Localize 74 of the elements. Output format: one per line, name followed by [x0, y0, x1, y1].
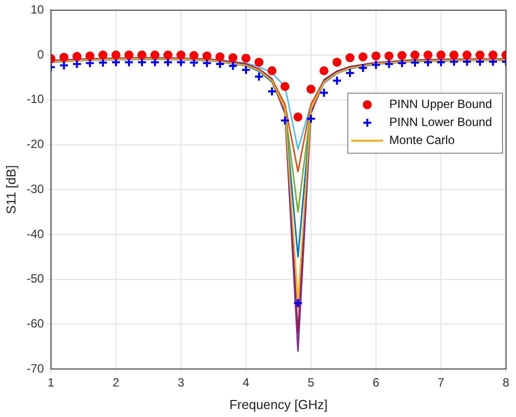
- point: [423, 50, 432, 60]
- point: [124, 50, 134, 60]
- point: [344, 68, 355, 78]
- y-tick-label: -10: [26, 92, 44, 106]
- point: [449, 50, 458, 60]
- point: [137, 50, 146, 60]
- point: [306, 114, 316, 124]
- y-tick-label: -20: [26, 137, 44, 152]
- point: [85, 51, 94, 60]
- x-tick-label: 3: [178, 376, 185, 390]
- x-axis-title: Frequency [GHz]: [229, 396, 328, 412]
- point: [358, 63, 368, 74]
- x-tick-label: 5: [308, 376, 315, 390]
- x-tick-label: 1: [48, 376, 55, 390]
- y-tick-label: -50: [26, 272, 44, 286]
- point: [292, 298, 303, 308]
- point: [396, 58, 407, 68]
- legend-label: PINN Upper Bound: [389, 97, 492, 112]
- point: [318, 88, 329, 98]
- x-tick-label: 8: [502, 376, 510, 390]
- point: [358, 52, 368, 62]
- point: [436, 50, 446, 60]
- x-tick-label: 4: [242, 376, 250, 390]
- point: [280, 116, 290, 126]
- point: [111, 50, 120, 60]
- x-tick-label: 7: [438, 376, 445, 390]
- point: [189, 51, 198, 60]
- point: [150, 50, 160, 60]
- point: [228, 60, 238, 71]
- point: [215, 52, 224, 62]
- point: [397, 51, 406, 60]
- point: [163, 50, 172, 60]
- point: [370, 60, 381, 70]
- y-axis-title: S11 [dB]: [3, 165, 18, 214]
- point: [228, 53, 238, 62]
- y-tick-label: -70: [26, 361, 44, 376]
- point: [384, 59, 394, 70]
- x-tick-label: 6: [372, 376, 380, 390]
- point: [319, 66, 328, 76]
- y-tick-label: -40: [26, 226, 44, 241]
- point: [410, 58, 420, 68]
- y-tick-label: 0: [37, 47, 44, 62]
- point: [254, 72, 264, 82]
- point: [462, 50, 472, 60]
- y-tick-label: -30: [26, 182, 44, 196]
- point: [306, 84, 316, 94]
- point: [371, 51, 380, 60]
- y-tick-label: -60: [26, 316, 44, 330]
- point: [488, 50, 498, 60]
- point: [254, 58, 264, 67]
- point: [293, 112, 302, 122]
- point: [176, 50, 186, 60]
- legend-label: PINN Lower Bound: [389, 115, 492, 130]
- point: [59, 52, 68, 62]
- y-tick-label: 10: [30, 2, 44, 17]
- point: [332, 76, 342, 86]
- point: [241, 54, 250, 63]
- point: [475, 50, 484, 60]
- legend-label: Monte Carlo: [389, 133, 455, 148]
- point: [280, 82, 290, 91]
- point: [345, 53, 354, 62]
- point: [332, 58, 342, 67]
- point: [98, 50, 108, 60]
- point: [72, 59, 82, 70]
- point: [384, 51, 394, 60]
- point: [58, 60, 69, 70]
- point: [98, 58, 108, 68]
- x-tick-label: 2: [112, 376, 120, 390]
- point: [72, 52, 82, 61]
- point: [266, 86, 277, 96]
- point: [240, 64, 251, 75]
- point: [202, 51, 212, 60]
- point: [267, 66, 276, 76]
- point: [410, 50, 420, 60]
